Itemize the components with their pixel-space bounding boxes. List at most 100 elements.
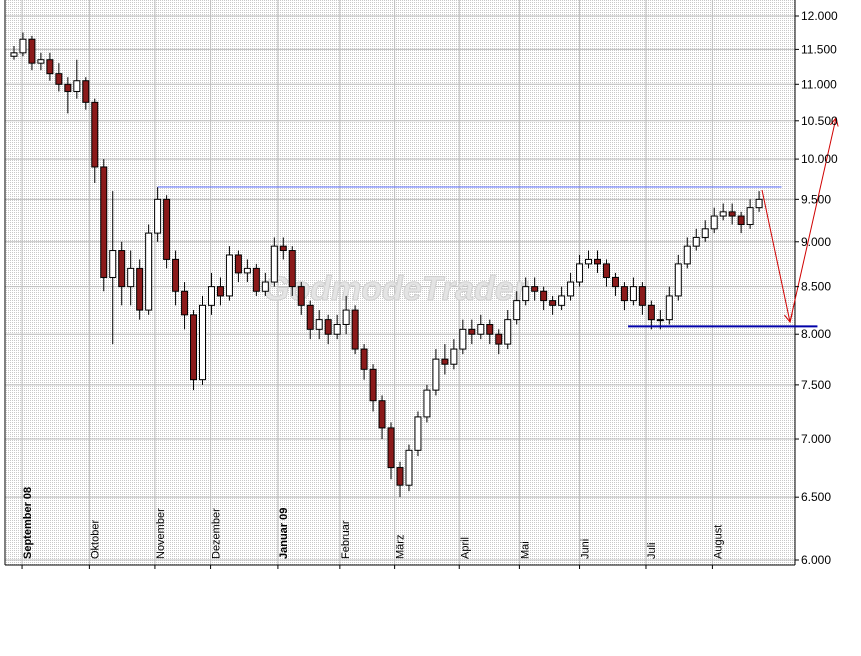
candle-body <box>28 38 36 64</box>
candle-body <box>719 211 727 217</box>
y-tick-label: 8.000 <box>801 327 831 341</box>
y-tick-label: 9.000 <box>801 235 831 249</box>
candle-body <box>432 358 440 391</box>
candle-body <box>594 258 601 265</box>
candle-body <box>163 198 171 260</box>
x-tick-label: Dezember <box>211 508 223 559</box>
x-tick-label: Juni <box>580 539 592 559</box>
candle-body <box>306 304 314 330</box>
candle-body <box>522 286 530 302</box>
candle-body <box>477 323 485 335</box>
candle-body <box>55 73 63 85</box>
candle-body <box>378 400 386 429</box>
candle-body <box>629 286 637 302</box>
y-tick-label: 7.500 <box>801 378 831 392</box>
candle-body <box>172 258 180 292</box>
candle-body <box>154 198 162 234</box>
x-tick-label: Oktober <box>89 520 101 559</box>
candle-body <box>118 250 126 288</box>
y-tick-label: 7.000 <box>801 432 831 446</box>
y-tick-label: 12.000 <box>801 9 838 23</box>
y-tick-label: 10.000 <box>801 152 838 166</box>
candle-body <box>37 59 45 64</box>
x-tick-label: August <box>712 525 724 559</box>
forecast-arrow-down <box>761 189 790 322</box>
candle-body <box>261 281 269 292</box>
candle-body <box>387 427 395 469</box>
candle-body <box>459 328 467 350</box>
candle-body <box>100 166 108 278</box>
candle-body <box>549 300 557 306</box>
candle-body <box>136 267 144 311</box>
candle-body <box>252 267 260 292</box>
y-tick-label: 10.500 <box>801 114 838 128</box>
y-tick-label: 11.000 <box>801 77 837 91</box>
candle-body <box>46 59 54 75</box>
candles <box>10 32 763 498</box>
candle-body <box>315 319 323 330</box>
candle-body <box>342 309 350 325</box>
candle-body <box>279 245 287 252</box>
candle-body <box>73 80 81 92</box>
candle-body <box>91 101 99 168</box>
y-tick-label: 11.500 <box>801 42 837 56</box>
candle-body <box>145 232 153 311</box>
candle-body <box>602 263 610 278</box>
candle-body <box>64 83 72 92</box>
x-tick-label: Mai <box>519 541 531 559</box>
candle-body <box>360 348 368 370</box>
forecast-arrow-up <box>789 118 836 323</box>
candle-body <box>288 250 296 288</box>
candle-body <box>82 80 90 103</box>
candle-body <box>207 286 215 306</box>
candle-body <box>199 304 206 381</box>
candle-body <box>567 281 575 297</box>
candle-body <box>665 295 673 321</box>
candle-body <box>297 286 305 306</box>
candle-body <box>450 348 458 365</box>
candle-body <box>324 319 332 335</box>
candle-body <box>558 295 566 306</box>
candle-body <box>647 304 655 321</box>
candle-body <box>737 215 745 226</box>
candle-body <box>405 449 413 486</box>
candle-body <box>190 314 198 381</box>
candle-body <box>540 290 548 302</box>
candle-body <box>468 328 476 335</box>
y-tick-label: 6.000 <box>801 553 831 567</box>
candle-body <box>755 198 763 209</box>
candle-body <box>109 250 117 278</box>
candle-body <box>216 286 224 297</box>
candle-body <box>396 467 404 486</box>
candle-body <box>683 245 691 265</box>
candle-body <box>270 245 278 283</box>
candle-body <box>181 290 189 316</box>
candle-body <box>585 258 593 265</box>
candle-body <box>576 263 584 283</box>
candle-body <box>710 215 718 230</box>
x-tick-label: September 08 <box>22 487 34 559</box>
candle-body <box>351 309 359 350</box>
candle-body <box>531 286 539 292</box>
candle-body <box>728 211 736 217</box>
candle-body <box>441 358 449 365</box>
candle-body <box>369 368 377 402</box>
candle-body <box>611 276 619 288</box>
candle-body <box>243 267 251 274</box>
candle-body <box>638 286 646 306</box>
candle-body <box>656 319 664 322</box>
grid <box>5 0 795 565</box>
y-tick-label: 9.500 <box>801 192 831 206</box>
candle-body <box>19 38 27 54</box>
x-tick-label: November <box>155 508 167 559</box>
watermark: GodmodeTrader <box>263 270 529 308</box>
candle-body <box>10 52 18 57</box>
candle-body <box>495 333 503 345</box>
candle-body <box>620 286 628 302</box>
x-tick-label: März <box>395 535 407 559</box>
x-tick-label: April <box>459 537 471 559</box>
x-tick-label: Januar 09 <box>278 508 290 559</box>
candle-body <box>486 323 494 335</box>
candle-body <box>513 300 521 321</box>
